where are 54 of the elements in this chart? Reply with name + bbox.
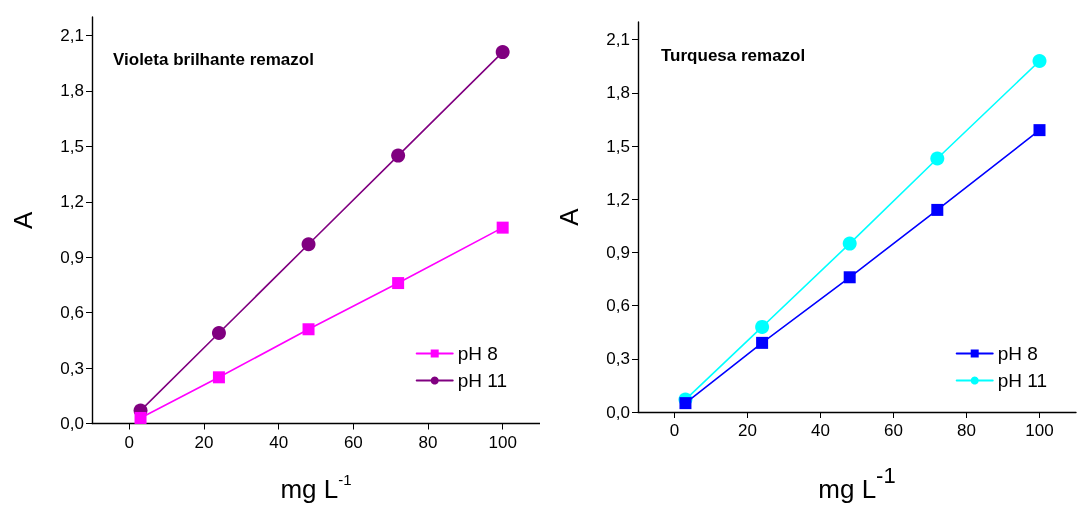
point (931, 203, 944, 216)
x-tick-label: 60 (343, 432, 363, 452)
y-tick-label: 1,5 (60, 136, 84, 156)
y-tick-label: 1,8 (606, 83, 630, 103)
y-tick-label: 0,0 (606, 402, 630, 422)
x-tick-label: 80 (957, 421, 976, 440)
y-tick-label: 1,5 (606, 136, 630, 156)
text: Turquesa remazol (661, 46, 806, 65)
x-tick-label: 100 (1025, 421, 1054, 440)
y-tick-label: 1,2 (60, 192, 84, 212)
y-tick-label: 1,8 (60, 81, 84, 101)
point (392, 277, 405, 290)
point (302, 323, 315, 336)
x-tick-label: 0 (669, 421, 680, 440)
y-tick-label: 0,9 (606, 242, 630, 262)
x-tick-label: 0 (124, 432, 135, 452)
legend-label: pH 11 (457, 370, 508, 391)
point (212, 371, 225, 384)
point (391, 148, 406, 163)
point (756, 336, 769, 349)
x-tick-label: 60 (884, 421, 903, 440)
point (134, 411, 147, 424)
point (1032, 54, 1047, 68)
y-tick-label: 0,9 (60, 247, 84, 267)
x-tick-label: 40 (269, 432, 289, 452)
x-tick-label: 20 (194, 432, 214, 452)
x-tick-label: 20 (738, 421, 757, 440)
y-axis-title: A (8, 210, 38, 229)
y-tick-label: 1,2 (606, 189, 630, 209)
legend-label: pH 11 (997, 370, 1048, 391)
y-axis-title: A (554, 207, 584, 226)
point (301, 237, 316, 252)
y-tick-label: 0,0 (60, 414, 84, 433)
y-tick-label: 0,3 (60, 358, 84, 378)
x-tick-label: 80 (418, 432, 438, 452)
x-tick-label: 40 (811, 421, 830, 440)
x-tick-label: 100 (488, 432, 517, 452)
point (1033, 124, 1046, 137)
y-tick-label: 2,1 (606, 30, 630, 50)
point (930, 151, 945, 166)
point (495, 45, 510, 60)
legend-label: pH 8 (457, 343, 498, 364)
point (496, 221, 509, 234)
legend-label: pH 8 (997, 343, 1038, 364)
y-tick-label: 0,6 (606, 296, 630, 316)
point (843, 271, 856, 284)
y-tick-label: 0,3 (606, 349, 630, 369)
y-tick-label: 0,6 (60, 303, 84, 323)
point (211, 325, 226, 340)
y-tick-label: 2,1 (60, 25, 84, 45)
point (755, 319, 770, 334)
text: Violeta brilhante remazol (113, 50, 314, 69)
point (842, 236, 857, 251)
point (679, 397, 692, 410)
